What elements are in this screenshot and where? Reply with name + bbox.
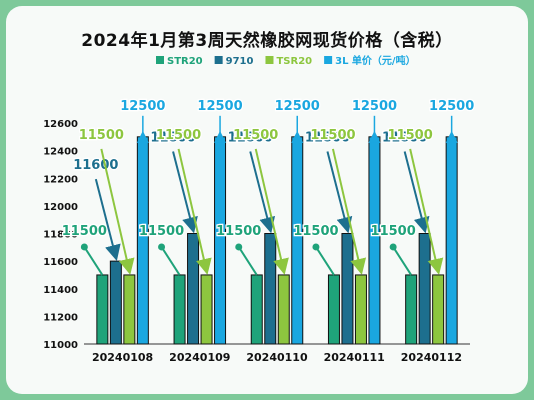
legend-label-2: TSR20 [276,56,312,67]
leader-STR20-20240110 [237,246,258,276]
data-label-9710-20240108: 11600 [73,158,118,173]
bar-TSR20-20240110 [277,274,290,345]
bar-STR20-20240108 [96,274,109,345]
bar-TSR20-20240112 [432,274,445,345]
legend-swatch-3 [324,56,333,64]
data-label-STR20-20240111: 11500 [293,224,338,239]
x-tick-label-1: 20240109 [169,351,230,364]
leader-STR20-20240109 [160,246,181,276]
data-label-TSR20-20240110: 11500 [233,128,278,143]
leader-TSR20-20240109 [177,148,212,275]
data-label-9710-20240110: 11800 [228,131,273,146]
bar-TSR20-20240111 [354,274,367,345]
data-label-TSR20-20240112: 11500 [388,128,433,143]
bar-9710-20240112 [418,233,431,345]
y-tick-label-6: 12200 [43,174,78,185]
bar-3L-20240108 [136,136,149,345]
leader-STR20-20240108 [83,246,104,276]
y-tick-label-2: 11400 [43,285,78,296]
bar-9710-20240109 [187,233,200,345]
leader-STR20-20240112 [392,246,412,276]
legend-swatch-0 [156,56,164,64]
data-label-9710-20240112: 11800 [382,131,427,146]
x-tick-label-0: 20240108 [92,351,153,364]
leader-9710-20240111 [326,151,353,234]
data-label-3L-20240110: 12500 [275,99,320,114]
bar-3L-20240109 [214,136,227,345]
leader-TSR20-20240111 [331,148,367,275]
leader-9710-20240108 [94,178,121,261]
data-label-TSR20-20240109: 11500 [156,128,201,143]
data-label-STR20-20240108: 11500 [62,224,107,239]
data-label-STR20-20240109: 11500 [139,224,184,239]
bar-3L-20240110 [291,136,304,345]
legend-swatch-1 [214,56,223,64]
y-tick-label-0: 11000 [43,340,78,351]
leader-TSR20-20240110 [254,148,289,275]
legend-label-3: 3L 单价（元/吨） [335,54,415,67]
leader-dot-STR20-20240112 [389,243,397,251]
leader-9710-20240110 [249,151,276,234]
leader-dot-STR20-20240108 [80,243,88,251]
leader-dot-STR20-20240109 [158,243,166,251]
y-tick-label-8: 12600 [43,119,78,130]
y-tick-label-5: 12000 [43,202,78,213]
leader-9710-20240109 [172,151,198,234]
bar-STR20-20240109 [173,274,186,345]
bar-3L-20240112 [445,136,458,345]
leader-dot-STR20-20240110 [235,243,243,251]
y-tick-label-4: 11800 [43,230,78,241]
bar-9710-20240111 [341,233,354,345]
bar-TSR20-20240108 [123,274,136,345]
leader-TSR20-20240112 [409,148,444,275]
bar-TSR20-20240109 [200,274,213,345]
legend-label-0: STR20 [167,56,203,67]
y-tick-label-7: 12400 [43,147,78,158]
chart-title: 2024年1月第3周天然橡胶网现货价格（含税） [81,31,453,51]
leader-dot-STR20-20240111 [312,243,320,251]
data-label-3L-20240111: 12500 [352,99,397,114]
legend-label-1: 9710 [226,56,254,67]
data-label-TSR20-20240108: 11500 [79,128,124,143]
bar-9710-20240110 [264,233,277,345]
x-tick-label-2: 20240110 [246,351,308,364]
leader-9710-20240112 [403,151,430,234]
bar-STR20-20240112 [405,274,418,345]
data-label-3L-20240108: 12500 [120,99,165,114]
y-tick-label-3: 11600 [43,257,78,268]
data-label-STR20-20240112: 11500 [371,224,416,239]
leader-STR20-20240111 [315,246,335,276]
bar-STR20-20240111 [327,274,340,345]
x-tick-label-3: 20240111 [324,351,385,364]
data-label-TSR20-20240111: 11500 [310,128,355,143]
x-tick-label-4: 20240112 [401,351,462,364]
bar-9710-20240108 [109,260,122,345]
bar-STR20-20240110 [250,274,263,345]
data-label-9710-20240109: 11800 [150,131,195,146]
legend-swatch-2 [265,56,274,64]
leader-TSR20-20240108 [100,148,135,275]
data-label-9710-20240111: 11800 [305,131,350,146]
data-label-3L-20240112: 12500 [429,99,474,114]
data-label-STR20-20240110: 11500 [216,224,261,239]
y-tick-label-1: 11200 [43,312,78,323]
bar-3L-20240111 [368,136,381,345]
data-label-3L-20240109: 12500 [197,99,242,114]
